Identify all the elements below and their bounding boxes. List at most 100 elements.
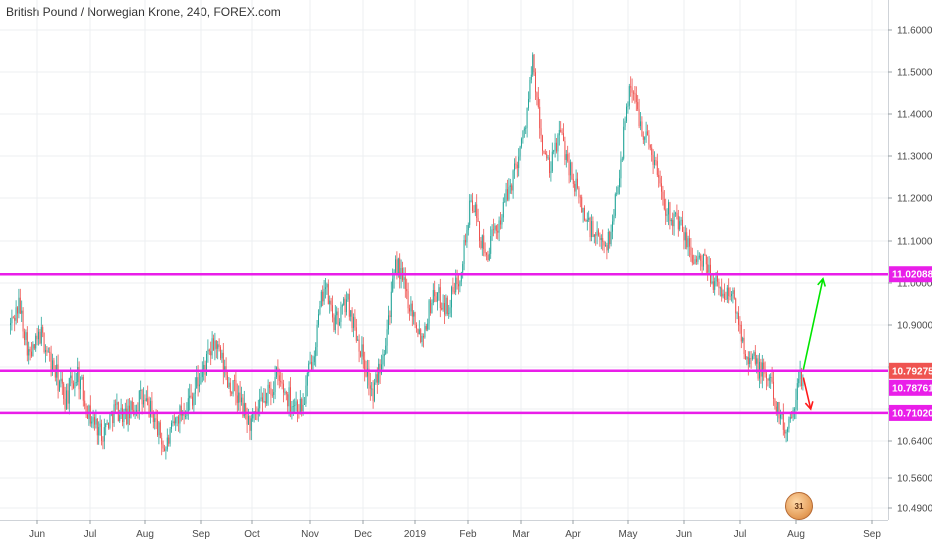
candle-body: [17, 307, 18, 314]
candle-body: [486, 253, 487, 255]
candle-body: [470, 200, 472, 202]
candle-body: [701, 260, 703, 267]
candle-body: [493, 229, 494, 231]
candle-body: [99, 423, 101, 428]
candle-body: [458, 284, 459, 287]
candle-body: [285, 391, 287, 395]
candle-body: [157, 419, 158, 436]
candle-body: [127, 405, 129, 425]
price-tick-label: 10.56000: [897, 474, 932, 485]
candle-body: [361, 344, 363, 357]
candle-body: [661, 183, 662, 192]
candle-body: [329, 300, 331, 305]
candle-body: [529, 79, 531, 99]
candle-body: [614, 194, 616, 216]
candle-body: [434, 290, 436, 297]
price-badge: [889, 266, 932, 283]
candle-body: [406, 289, 408, 292]
candle-body: [306, 372, 308, 386]
candle-body: [589, 217, 591, 238]
candle-body: [799, 370, 801, 380]
candle-body: [327, 284, 329, 305]
candle-body: [292, 406, 294, 407]
candle-body: [89, 405, 91, 424]
candle-body: [497, 230, 499, 233]
candle-body: [193, 393, 195, 406]
logo-text: 31: [794, 501, 804, 511]
candle-body: [551, 151, 553, 172]
time-tick-label: Nov: [301, 529, 319, 540]
candle-body: [404, 277, 406, 290]
candle-body: [598, 230, 599, 236]
candle-body: [480, 240, 482, 249]
candle-body: [451, 287, 452, 308]
projection-down-arrow-line: [802, 377, 812, 410]
candle-body: [348, 293, 350, 317]
candle-body: [46, 349, 48, 353]
candle-body: [255, 411, 256, 412]
candle-body: [40, 327, 42, 344]
candle-body: [441, 308, 443, 310]
candle-body: [61, 378, 63, 384]
candle-body: [526, 107, 528, 128]
candle-body: [168, 437, 170, 444]
candle-body: [143, 400, 144, 405]
candle-body: [54, 371, 56, 378]
candle-body: [196, 377, 198, 389]
candle-body: [322, 291, 324, 302]
candle-body: [648, 135, 650, 145]
candle-body: [344, 298, 346, 313]
candle-body: [663, 199, 665, 210]
candle-body: [323, 288, 325, 302]
candle-body: [397, 258, 399, 274]
candle-body: [161, 438, 163, 445]
candle-body: [679, 221, 681, 230]
tradingview-logo-icon[interactable]: 31: [785, 492, 813, 520]
candle-body: [740, 324, 742, 342]
candle-body: [491, 229, 493, 237]
candle-body: [103, 427, 105, 442]
candle-body: [413, 312, 415, 317]
candle-body: [539, 106, 541, 129]
candle-body: [549, 157, 550, 174]
candle-body: [686, 232, 688, 248]
candle-body: [595, 234, 597, 236]
candle-body: [411, 303, 413, 317]
candle-body: [215, 340, 217, 349]
candle-body: [120, 407, 122, 416]
candle-body: [546, 154, 548, 159]
candle-body: [638, 109, 640, 127]
candle-body: [445, 297, 447, 315]
candle-body: [245, 403, 247, 415]
candle-body: [540, 128, 542, 136]
candle-body: [159, 422, 161, 439]
candle-body: [399, 258, 401, 280]
candle-body: [455, 277, 457, 293]
candle-body: [777, 402, 779, 414]
candle-body: [81, 377, 83, 380]
candle-body: [644, 137, 646, 140]
candle-body: [473, 210, 475, 213]
candle-body: [784, 429, 786, 434]
candle-body: [109, 414, 111, 428]
candle-body: [246, 414, 248, 425]
candle-body: [754, 352, 756, 364]
candle-body: [718, 281, 720, 288]
candle-body: [276, 367, 277, 378]
candle-body: [421, 336, 423, 343]
candle-body: [581, 197, 583, 213]
candle-body: [680, 219, 682, 222]
candle-body: [523, 128, 525, 131]
candle-body: [606, 245, 608, 251]
candle-body: [624, 121, 626, 127]
candle-body: [602, 238, 604, 242]
candle-body: [481, 235, 483, 249]
candle-body: [763, 362, 765, 369]
candle-body: [249, 415, 251, 431]
candle-body: [250, 418, 252, 431]
candle-body: [775, 406, 777, 414]
candle-body: [241, 397, 242, 403]
candle-body: [18, 297, 20, 314]
candle-body: [512, 170, 514, 191]
